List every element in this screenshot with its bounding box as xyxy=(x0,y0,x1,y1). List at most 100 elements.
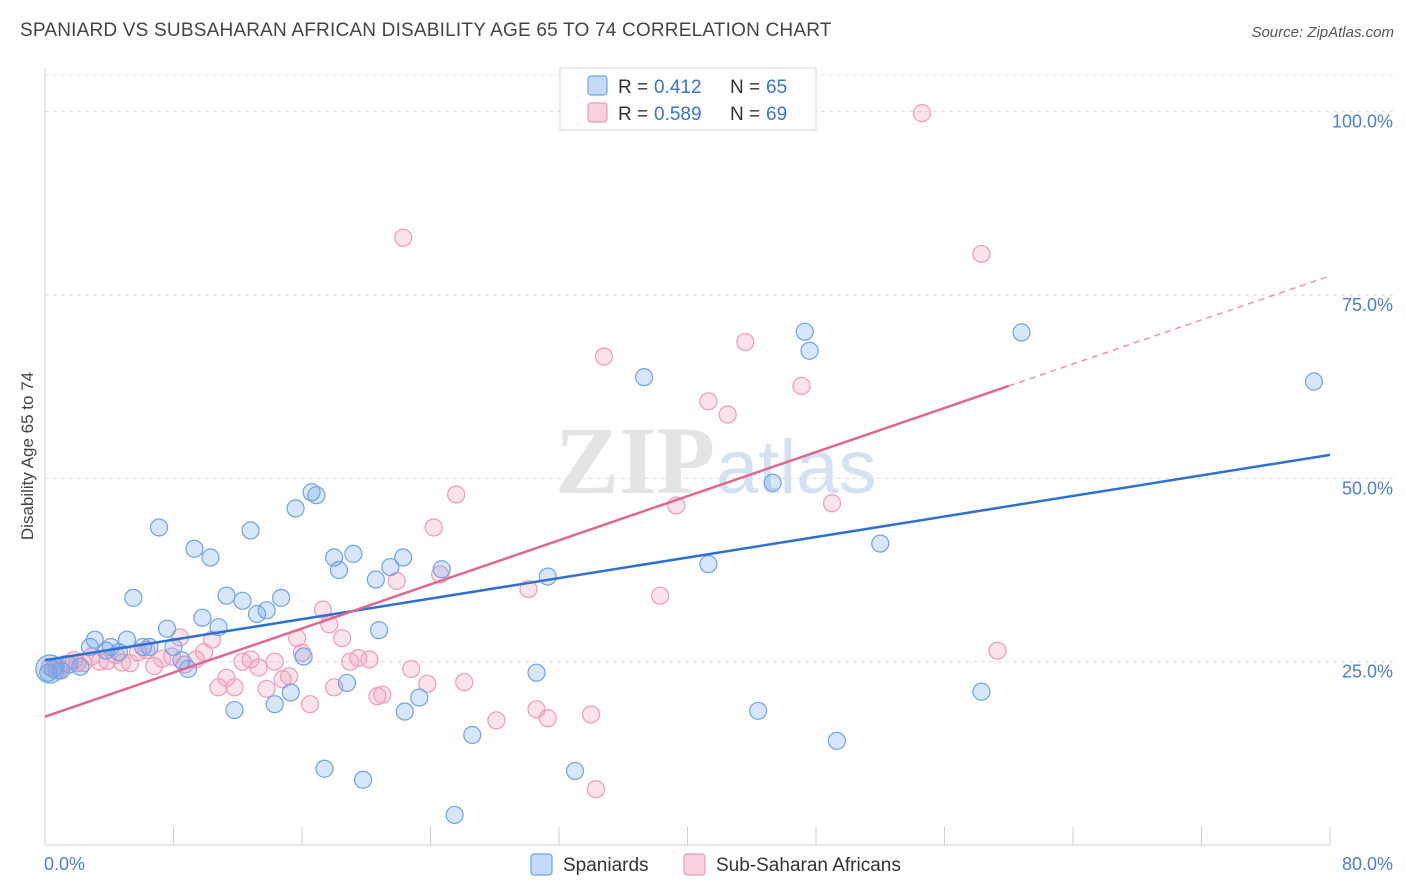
point-sub-saharan xyxy=(718,405,737,424)
y-tick-label: 100.0% xyxy=(1332,112,1393,132)
legend-label-sub-saharan: Sub-Saharan Africans xyxy=(716,855,901,876)
point-sub-saharan xyxy=(699,392,718,411)
stats-r-label-1: R = xyxy=(618,77,648,98)
point-spaniard xyxy=(315,759,334,778)
trend-line-sub-saharan-projection xyxy=(1008,275,1331,387)
point-spaniard xyxy=(185,539,204,558)
watermark-zip: ZIP xyxy=(555,407,715,514)
point-spaniard xyxy=(463,725,482,745)
point-spaniard xyxy=(370,621,389,640)
watermark-atlas: atlas xyxy=(716,425,877,510)
chart-title: SPANIARD VS SUBSAHARAN AFRICAN DISABILIT… xyxy=(20,20,832,41)
point-sub-saharan xyxy=(424,518,443,537)
point-spaniard xyxy=(265,695,284,714)
point-spaniard xyxy=(381,557,400,577)
point-sub-saharan xyxy=(586,780,606,799)
point-spaniard xyxy=(241,521,260,540)
trend-line-spaniards xyxy=(44,453,1331,662)
stats-n-label-2: N = xyxy=(730,104,760,125)
x-tick-label-start: 0.0% xyxy=(44,854,85,874)
point-spaniard xyxy=(307,486,326,505)
point-spaniard xyxy=(527,663,546,682)
point-spaniard-cluster xyxy=(35,654,65,684)
point-spaniard xyxy=(795,322,814,341)
point-sub-saharan xyxy=(418,674,437,693)
point-sub-saharan xyxy=(249,658,268,677)
point-sub-saharan xyxy=(972,244,991,264)
point-spaniard xyxy=(302,483,321,502)
point-spaniard xyxy=(149,518,169,537)
point-sub-saharan xyxy=(582,705,601,724)
trend-line-sub-saharan xyxy=(44,384,1010,718)
legend-swatch-spaniards xyxy=(530,853,553,876)
axes xyxy=(44,68,1331,846)
point-sub-saharan xyxy=(265,652,284,671)
point-spaniard xyxy=(410,688,429,707)
point-sub-saharan xyxy=(736,332,755,352)
point-spaniard xyxy=(157,619,177,638)
y-tick-label: 50.0% xyxy=(1342,478,1393,498)
source-label: Source: ZipAtlas.com xyxy=(1251,24,1394,41)
point-sub-saharan xyxy=(300,695,320,714)
point-spaniard xyxy=(178,659,198,679)
stats-n-value-2: 69 xyxy=(766,104,787,125)
stats-box: R = 0.412 N = 65 R = 0.589 N = 69 xyxy=(559,67,817,131)
point-sub-saharan xyxy=(333,629,352,648)
point-spaniard xyxy=(201,548,220,567)
point-spaniard xyxy=(286,499,305,518)
point-spaniard xyxy=(85,630,104,649)
series-spaniards xyxy=(35,322,1324,825)
point-sub-saharan xyxy=(912,104,932,123)
point-spaniard xyxy=(272,588,291,607)
point-sub-saharan xyxy=(394,228,413,247)
legend-label-spaniards: Spaniards xyxy=(563,855,649,876)
point-spaniard xyxy=(1012,323,1031,342)
y-axis-title: Disability Age 65 to 74 xyxy=(18,372,37,540)
x-tick-label-end: 80.0% xyxy=(1342,854,1393,874)
point-spaniard xyxy=(565,761,585,781)
point-spaniard xyxy=(233,591,252,610)
trend-lines xyxy=(44,275,1331,718)
point-spaniard xyxy=(432,560,451,579)
point-spaniard xyxy=(635,368,654,387)
point-spaniard xyxy=(763,473,782,492)
point-spaniard xyxy=(193,608,212,627)
point-spaniard xyxy=(344,544,363,563)
tick-labels: 25.0% 50.0% 75.0% 100.0% 0.0% 80.0% xyxy=(44,112,1393,874)
point-sub-saharan xyxy=(455,673,474,692)
point-spaniard xyxy=(353,770,373,789)
point-sub-saharan xyxy=(651,586,670,605)
point-sub-saharan xyxy=(594,347,614,366)
point-spaniard xyxy=(445,805,464,825)
stats-r-value-1: 0.412 xyxy=(654,77,702,98)
legend: Spaniards Sub-Saharan Africans xyxy=(530,853,901,876)
legend-swatch-sub-saharan xyxy=(683,853,706,876)
point-sub-saharan xyxy=(447,485,466,504)
point-spaniard xyxy=(124,588,143,607)
point-sub-saharan xyxy=(988,641,1007,660)
point-spaniard xyxy=(329,560,349,580)
stats-n-value-1: 65 xyxy=(766,77,787,98)
point-spaniard xyxy=(699,555,718,574)
point-spaniard xyxy=(366,570,385,589)
stats-r-value-2: 0.589 xyxy=(654,104,702,125)
y-tick-label: 75.0% xyxy=(1342,295,1393,315)
point-sub-saharan xyxy=(257,679,276,698)
point-spaniard xyxy=(140,637,159,657)
point-spaniard xyxy=(972,682,991,701)
point-sub-saharan xyxy=(402,659,421,679)
point-sub-saharan xyxy=(280,667,299,686)
point-sub-saharan xyxy=(538,709,557,728)
stats-r-label-2: R = xyxy=(618,104,648,125)
point-sub-saharan xyxy=(792,376,811,396)
point-sub-saharan xyxy=(373,685,392,704)
point-spaniard xyxy=(257,601,276,620)
point-sub-saharan xyxy=(360,650,379,669)
point-spaniard xyxy=(827,731,846,750)
point-spaniard xyxy=(871,534,890,553)
point-sub-saharan xyxy=(822,494,842,513)
stats-n-label-1: N = xyxy=(730,77,760,98)
stats-swatch-sub-saharan xyxy=(587,102,608,123)
grid-lines xyxy=(45,74,1395,663)
